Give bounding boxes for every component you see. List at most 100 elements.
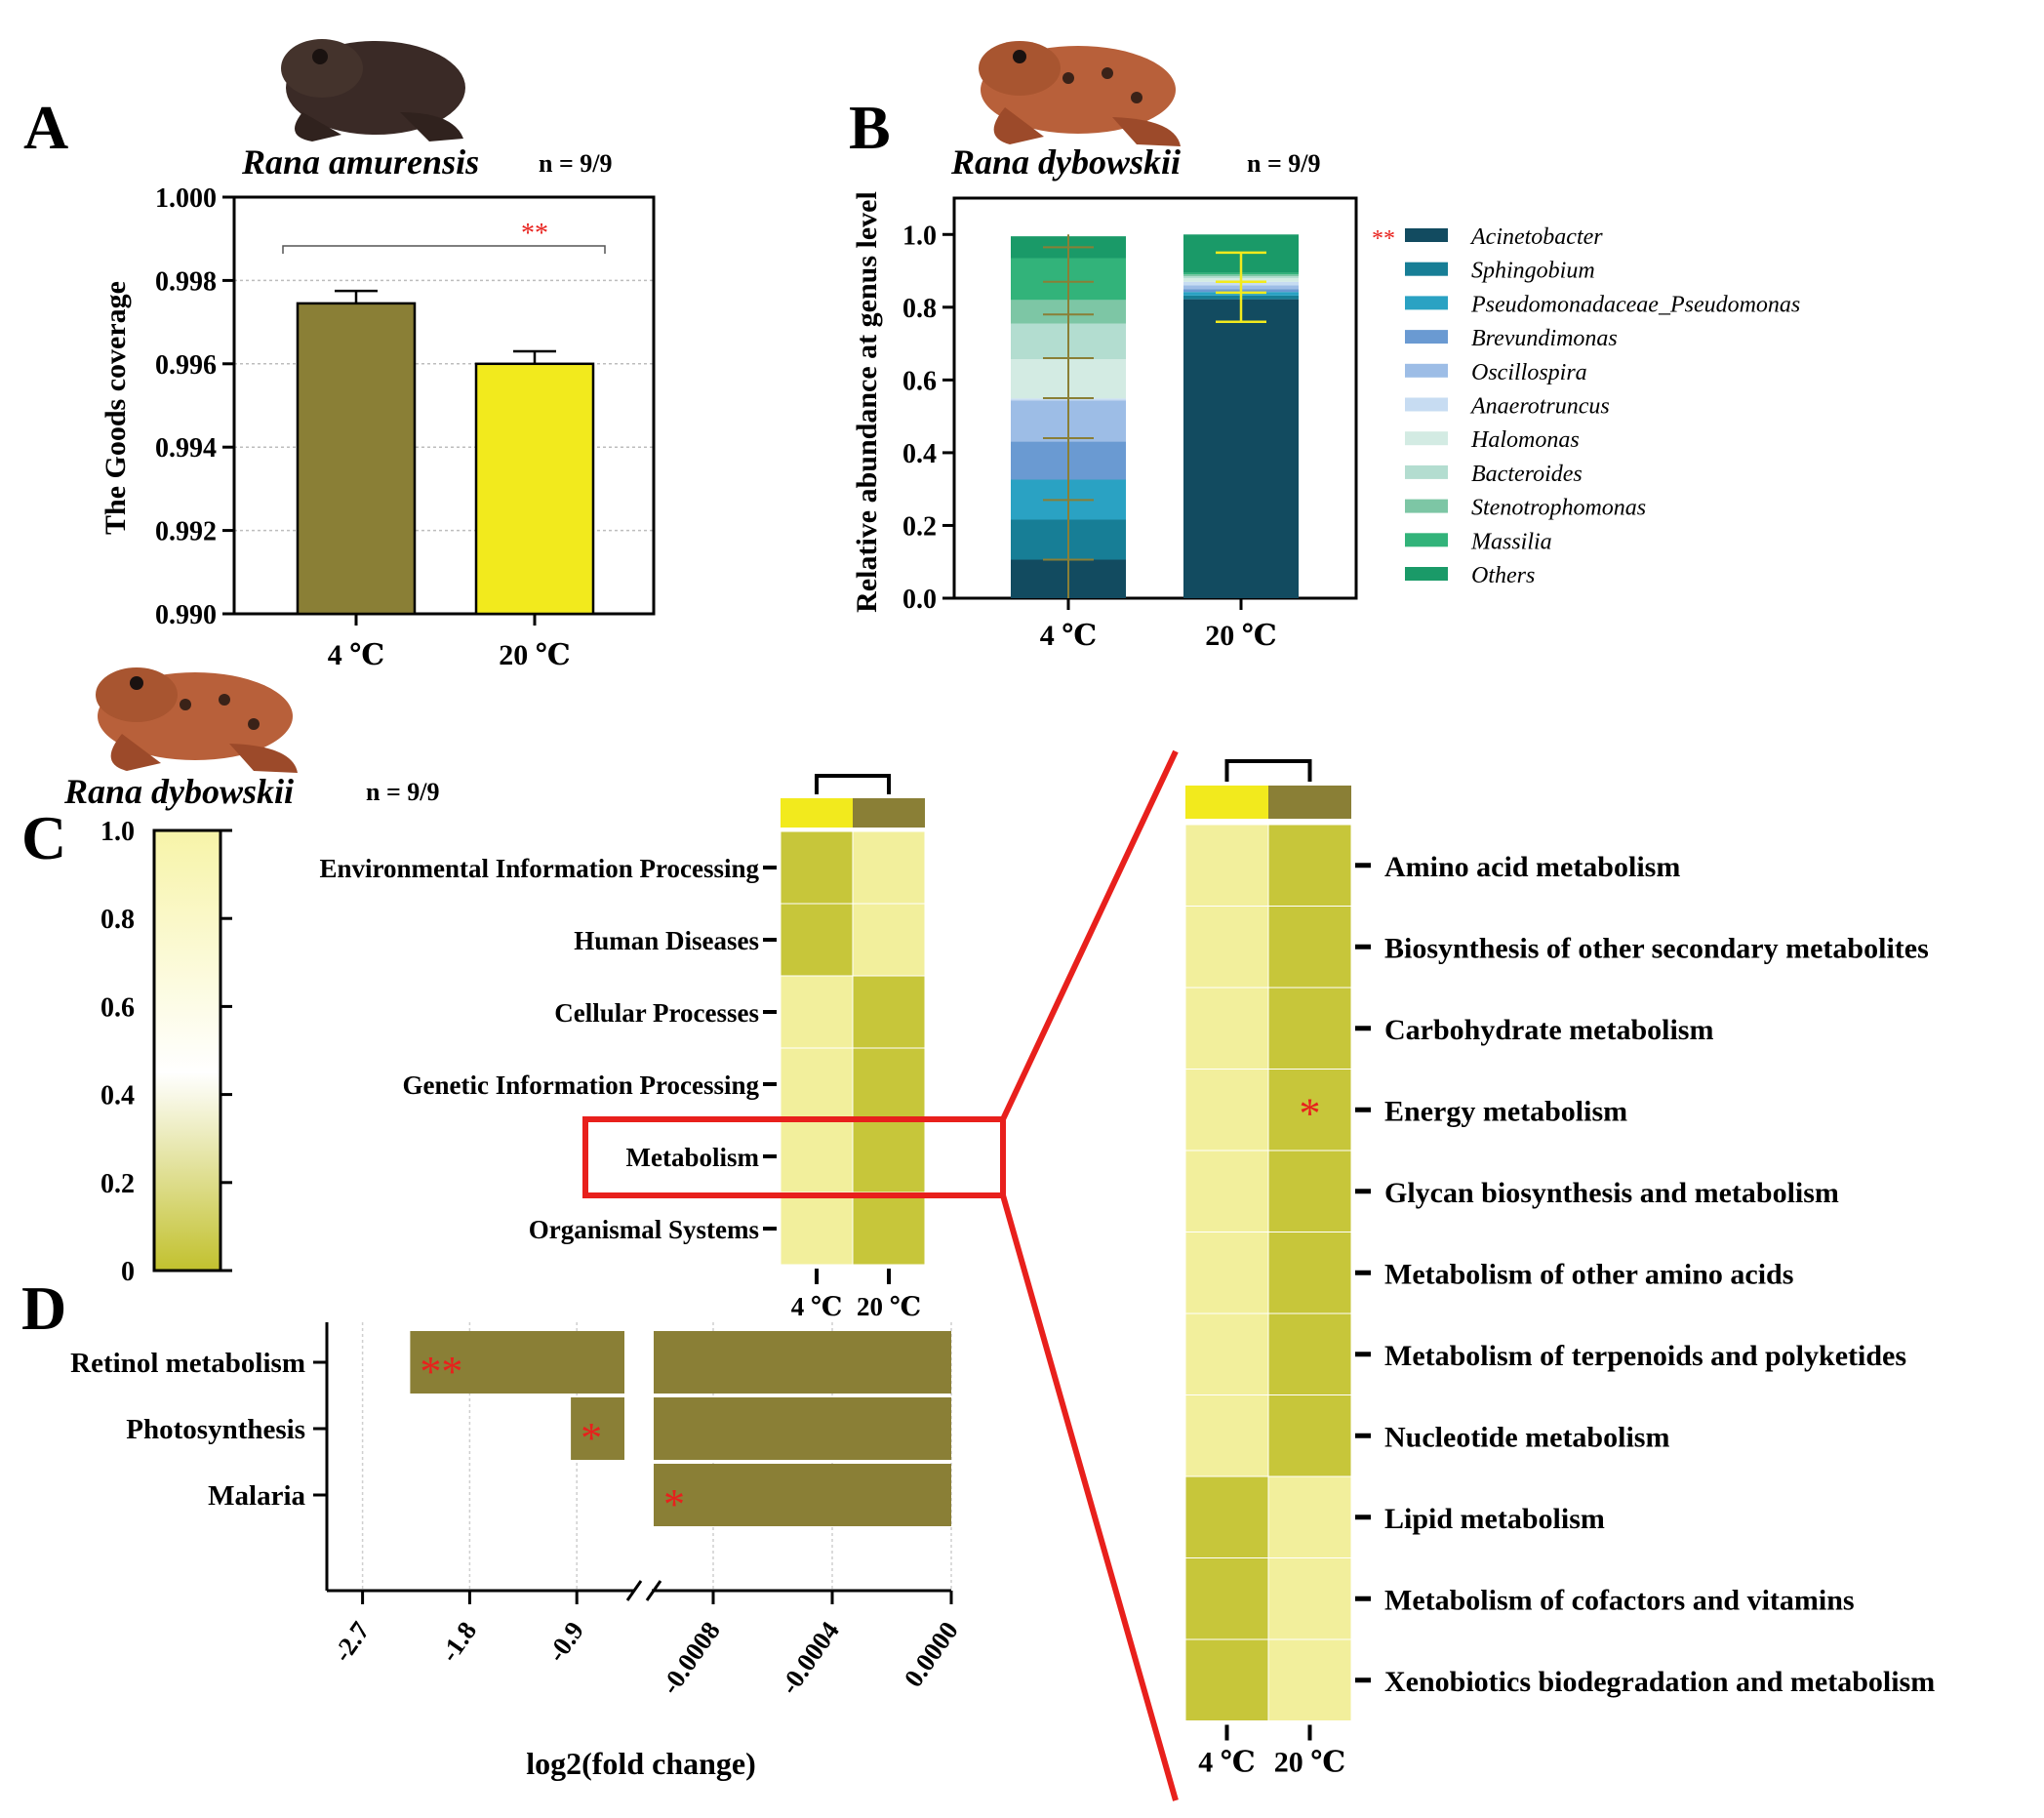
x-tick-label: 20 ℃ <box>499 639 570 671</box>
column-label: 20 ℃ <box>857 1292 921 1321</box>
y-tick-label: 0.8 <box>902 294 937 324</box>
legend-label: Acinetobacter <box>1469 224 1603 250</box>
bar <box>296 302 417 616</box>
heatmap-cell <box>780 903 854 977</box>
legend-swatch <box>1405 397 1448 412</box>
heatmap-cell <box>1267 1394 1352 1477</box>
heatmap-cell <box>1267 1557 1352 1640</box>
heatmap-cell <box>1184 987 1269 1070</box>
bar <box>654 1331 951 1394</box>
y-tick-label: 0.994 <box>155 433 217 464</box>
panel-c: Rana dybowskii n = 9/9 C 1.0 0.8 0.6 0.4 0.2… <box>21 667 1935 1801</box>
row-label: Cellular Processes <box>554 998 759 1028</box>
legend-swatch <box>1405 330 1448 344</box>
column-label: 4 ℃ <box>1198 1747 1255 1779</box>
plot-b: 0.0 0.2 0.4 0.6 0.8 1.0 4 ℃ 20 ℃ <box>902 196 1358 652</box>
heatmap-cell <box>1267 1150 1352 1232</box>
plot-frame <box>232 195 656 616</box>
row-label: Metabolism <box>626 1143 760 1172</box>
panel-b-n: n = 9/9 <box>1247 149 1321 178</box>
zoom-highlight <box>582 749 1179 1801</box>
heatmap-cell <box>852 903 926 977</box>
axis-break-mark <box>645 1580 662 1601</box>
legend-swatch <box>1405 465 1448 479</box>
row-label: Environmental Information Processing <box>319 854 759 883</box>
heatmap-cell <box>1267 1475 1352 1558</box>
y-tick-label: 0.998 <box>155 266 217 297</box>
panel-c-species: Rana dybowskii <box>63 772 294 811</box>
colorbar-ticks: 1.0 0.8 0.6 0.4 0.2 0 <box>100 817 232 1287</box>
panel-b-letter: B <box>849 93 891 162</box>
metabolism-highlight-box <box>582 1116 1006 1198</box>
heatmap-cell <box>852 1119 926 1193</box>
legend-label: Pseudomonadaceae_Pseudomonas <box>1470 292 1800 317</box>
legend-label: Halomonas <box>1470 427 1580 453</box>
zoom-line-top <box>1000 749 1179 1121</box>
significance-marker: * <box>581 1414 602 1462</box>
colorbar: 1.0 0.8 0.6 0.4 0.2 0 <box>100 817 232 1287</box>
panel-d-letter: D <box>21 1273 66 1343</box>
panel-d-xlabel: log2(fold change) <box>526 1746 756 1781</box>
heatmap-cell <box>1184 1475 1269 1558</box>
bar <box>571 1397 624 1460</box>
panel-a: A Rana amurensis n = 9/9 0.990 0.992 0.994… <box>23 39 656 671</box>
panel-a-species: Rana amurensis <box>241 142 479 182</box>
column-dendrogram <box>815 774 891 794</box>
column-group-bar <box>1268 786 1351 819</box>
column-group-bar <box>853 798 925 828</box>
y-tick-label: 1.0 <box>902 221 937 251</box>
row-label: Human Diseases <box>574 926 759 955</box>
column-label: 20 ℃ <box>1274 1747 1345 1779</box>
heatmap-cell <box>1184 906 1269 989</box>
panel-a-ylabel: The Goods coverage <box>100 281 132 535</box>
heatmap-cell <box>1267 1232 1352 1314</box>
heatmap-cell <box>852 975 926 1049</box>
panel-c-letter: C <box>21 803 66 872</box>
panel-b-ylabel: Relative abundance at genus level <box>851 191 883 613</box>
row-label: Carbohydrate metabolism <box>1384 1014 1713 1046</box>
row-label: Xenobiotics biodegradation and metabolis… <box>1384 1666 1935 1698</box>
colorbar-tick-label: 1.0 <box>100 817 135 847</box>
y-tick-label: 0.990 <box>155 600 217 630</box>
heatmap-cell <box>1184 1150 1269 1232</box>
plot-frame <box>952 196 1358 600</box>
frog-photo-rana-dybowskii <box>979 41 1181 146</box>
colorbar-tick-label: 0.8 <box>100 905 135 935</box>
bar <box>410 1331 624 1394</box>
heatmap-metabolism-detail: Amino acid metabolism Biosynthesis of oth… <box>1184 759 1935 1779</box>
panel-b-legend: Acinetobacter ** Sphingobium Pseudomonadace… <box>1372 224 1800 588</box>
heatmap-cell <box>1267 1313 1352 1395</box>
significance-bracket <box>282 245 606 254</box>
heatmap-cell <box>1184 824 1269 907</box>
heatmap-cell <box>1267 987 1352 1070</box>
legend-swatch <box>1405 363 1448 378</box>
x-tick-label: -0.0004 <box>775 1616 845 1699</box>
legend-swatch <box>1405 567 1448 581</box>
column-label: 4 ℃ <box>791 1292 843 1321</box>
colorbar-tick-label: 0.6 <box>100 992 135 1023</box>
colorbar-tick-label: 0 <box>121 1257 135 1287</box>
panel-b: B Rana dybowskii n = 9/9 0.0 0.2 0.4 0.6 0.8… <box>849 41 1800 652</box>
row-label: Biosynthesis of other secondary metaboli… <box>1384 932 1929 964</box>
significance-marker: ** <box>420 1348 462 1395</box>
y-tick-label: 1.000 <box>155 183 217 214</box>
frog-photo-rana-amurensis <box>281 39 465 141</box>
legend-label: Brevundimonas <box>1471 326 1618 351</box>
x-tick-label: 20 ℃ <box>1205 620 1276 652</box>
legend-swatch <box>1405 431 1448 446</box>
legend-label: Stenotrophomonas <box>1471 496 1646 521</box>
heatmap-cell <box>852 1192 926 1266</box>
heatmap-cell <box>780 975 854 1049</box>
panel-a-letter: A <box>23 93 68 162</box>
category-label: Retinol metabolism <box>70 1348 305 1379</box>
legend-label: Sphingobium <box>1471 259 1595 284</box>
x-tick-label: -2.7 <box>327 1616 375 1667</box>
axis-break-mark <box>625 1580 643 1601</box>
legend-label: Oscillospira <box>1471 360 1587 385</box>
column-group-bar <box>1185 786 1268 819</box>
heatmap-cell <box>1267 824 1352 907</box>
panel-a-n: n = 9/9 <box>539 149 613 178</box>
panel-d: D ** Retinol metabolism * Photosynthesis * Ma… <box>21 1273 964 1781</box>
y-tick-label: 0.0 <box>902 585 937 615</box>
